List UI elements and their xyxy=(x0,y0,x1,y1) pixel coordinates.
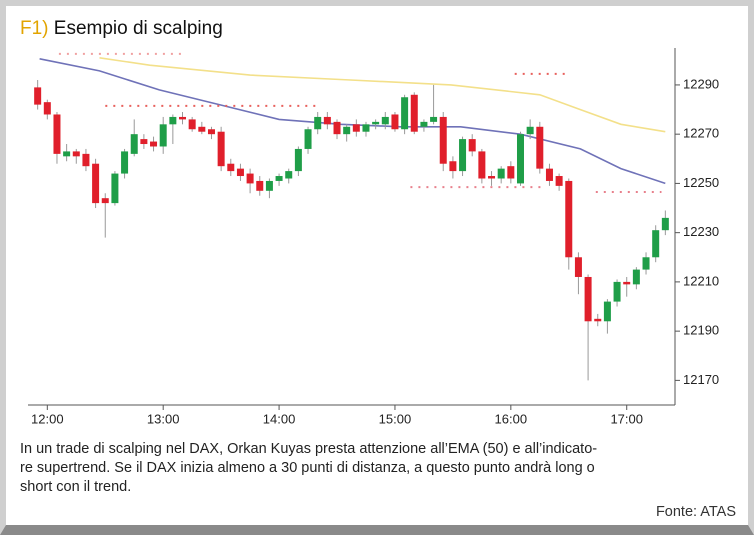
candle-body xyxy=(478,151,486,179)
candle-body xyxy=(623,281,631,285)
caption-line: In un trade di scalping nel DAX, Orkan K… xyxy=(20,441,598,457)
candle-body xyxy=(468,139,476,152)
candle-body xyxy=(381,116,389,125)
x-tick-label: 17:00 xyxy=(610,411,643,426)
candle-body xyxy=(410,94,418,132)
candle-body xyxy=(92,163,100,204)
candle-body xyxy=(603,301,611,322)
x-tick-label: 13:00 xyxy=(147,411,180,426)
candle-body xyxy=(236,168,244,177)
candle-body xyxy=(449,161,457,172)
candle-body xyxy=(265,180,273,191)
candle-body xyxy=(661,217,669,231)
candle-body xyxy=(121,151,129,174)
candle-body xyxy=(43,102,51,115)
candle-body xyxy=(246,173,254,184)
candle-body xyxy=(227,163,235,172)
x-tick-label: 15:00 xyxy=(379,411,412,426)
candle-body xyxy=(111,173,119,204)
candle-body xyxy=(507,166,515,179)
candle-body xyxy=(439,116,447,164)
candle-body xyxy=(526,126,534,135)
candle-body xyxy=(314,116,322,130)
candle-body xyxy=(150,141,158,147)
candle-body xyxy=(632,269,640,285)
candle-body xyxy=(652,230,660,258)
x-tick-label: 14:00 xyxy=(263,411,296,426)
y-tick-label: 12250 xyxy=(683,175,719,190)
caption-line: re supertrend. Se il DAX inizia almeno a… xyxy=(20,460,595,476)
candle-body xyxy=(545,168,553,181)
candle-body xyxy=(159,124,167,147)
candle-body xyxy=(130,134,138,154)
caption: In un trade di scalping nel DAX, Orkan K… xyxy=(20,440,744,497)
candle-body xyxy=(72,151,80,157)
candle-body xyxy=(401,97,409,130)
line xyxy=(39,58,666,185)
candle-body xyxy=(352,124,360,132)
y-tick-label: 12170 xyxy=(683,372,719,387)
candle-body xyxy=(207,129,215,135)
y-tick-label: 12290 xyxy=(683,76,719,91)
candle-body xyxy=(333,121,341,135)
candle-body xyxy=(294,148,302,172)
candle-body xyxy=(275,176,283,181)
candle-body xyxy=(574,257,582,277)
candle-body xyxy=(362,124,370,132)
title: F1) Esempio di scalping xyxy=(20,18,223,40)
candle-body xyxy=(343,126,351,135)
candle-body xyxy=(497,168,505,179)
title-prefix: F1) xyxy=(20,18,49,39)
candle-body xyxy=(536,126,544,169)
candle-body xyxy=(516,134,524,184)
candle-body xyxy=(304,129,312,149)
candle-body xyxy=(584,276,592,322)
title-text: Esempio di scalping xyxy=(53,18,223,39)
candle-body xyxy=(323,116,331,125)
candle-body xyxy=(140,139,148,145)
candle-body xyxy=(555,176,563,186)
candle-body xyxy=(420,121,428,127)
candle-body xyxy=(169,116,177,125)
y-tick-label: 12230 xyxy=(683,224,719,239)
candle-body xyxy=(613,281,621,302)
candle-body xyxy=(101,198,109,204)
candle-body xyxy=(565,180,573,258)
candle-body xyxy=(179,116,187,120)
source: Fonte: ATAS xyxy=(655,504,736,520)
y-tick-label: 12270 xyxy=(683,126,719,141)
candle-body xyxy=(391,114,399,130)
caption-line: short con il trend. xyxy=(20,479,132,495)
candle-body xyxy=(198,126,206,132)
candle-body xyxy=(430,116,438,122)
candle-body xyxy=(285,171,293,179)
candle-body xyxy=(82,153,90,167)
candle-body xyxy=(63,151,71,157)
candle-body xyxy=(256,180,264,191)
y-tick-label: 12210 xyxy=(683,273,719,288)
candle-body xyxy=(188,119,196,130)
candle-body xyxy=(217,131,225,167)
candle-body xyxy=(594,318,602,322)
y-tick-label: 12190 xyxy=(683,323,719,338)
x-tick-label: 12:00 xyxy=(31,411,64,426)
candle-body xyxy=(34,87,42,105)
candle-body xyxy=(53,114,61,154)
candle-body xyxy=(642,257,650,270)
candle-body xyxy=(488,176,496,179)
candle-body xyxy=(372,121,380,125)
x-tick-label: 16:00 xyxy=(495,411,528,426)
candle-body xyxy=(459,139,467,172)
line xyxy=(99,57,666,133)
